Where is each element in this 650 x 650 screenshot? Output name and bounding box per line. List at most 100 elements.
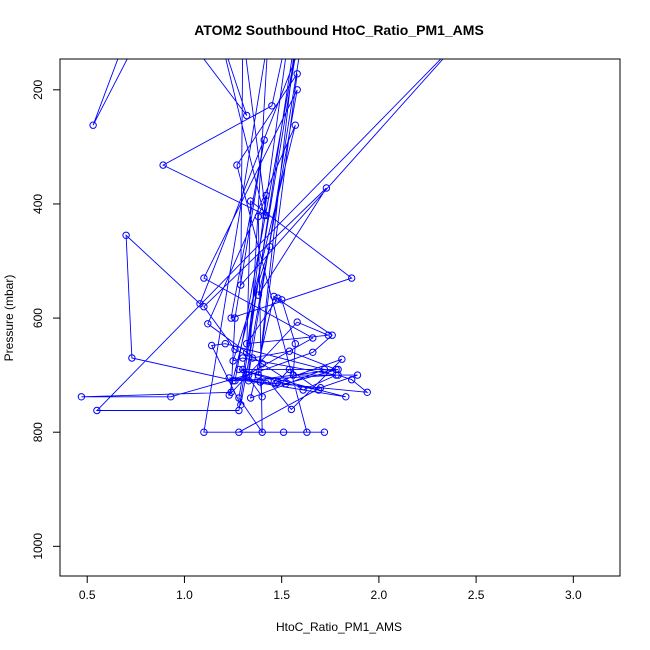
data-point	[254, 371, 262, 379]
data-point	[243, 340, 251, 348]
data-point	[291, 121, 299, 129]
data-point	[200, 428, 208, 436]
data-point	[338, 355, 346, 363]
data-point	[128, 354, 136, 362]
data-point	[262, 211, 270, 220]
data-point	[268, 102, 276, 110]
data-point	[200, 274, 208, 282]
data-point	[235, 394, 243, 402]
data-point	[167, 393, 175, 401]
data-point	[243, 348, 251, 356]
x-tick-label: 0.5	[79, 588, 96, 602]
data-point	[243, 111, 251, 120]
data-point	[208, 341, 216, 350]
data-layer	[77, 59, 444, 436]
data-point	[348, 274, 356, 282]
data-point	[324, 331, 332, 339]
x-tick-label: 1.0	[176, 588, 193, 602]
data-point	[227, 314, 235, 322]
data-point	[291, 340, 299, 348]
y-tick-label: 1000	[31, 533, 45, 560]
x-tick-label: 3.0	[565, 588, 582, 602]
data-point	[239, 354, 247, 362]
data-point	[122, 231, 130, 240]
data-point	[246, 394, 255, 402]
y-tick-label: 600	[31, 308, 45, 328]
data-point	[248, 354, 257, 362]
y-tick-label: 400	[31, 194, 45, 214]
data-point	[262, 191, 270, 200]
data-point	[246, 197, 255, 205]
data-point	[231, 345, 239, 354]
y-axis: 200 400 600 800 1000	[31, 79, 61, 560]
data-point	[244, 371, 253, 379]
data-point	[332, 371, 340, 379]
x-tick-label: 1.5	[273, 588, 290, 602]
data-point	[200, 303, 208, 311]
data-point	[258, 428, 266, 436]
data-point	[278, 296, 286, 304]
data-point	[342, 393, 350, 401]
data-point	[303, 428, 311, 436]
data-point	[239, 365, 247, 374]
data-point	[281, 380, 290, 388]
data-point	[89, 121, 97, 129]
data-point	[260, 136, 268, 144]
x-tick-label: 2.0	[371, 588, 388, 602]
data-point	[159, 161, 167, 169]
y-axis-label: Pressure (mbar)	[2, 275, 16, 362]
data-point	[314, 386, 323, 394]
data-point	[289, 371, 297, 379]
data-point	[77, 393, 86, 401]
data-point	[332, 365, 340, 374]
data-point	[266, 243, 274, 251]
x-axis: 0.5 1.0 1.5 2.0 2.5 3.0	[79, 575, 582, 602]
data-point	[274, 294, 282, 302]
data-point	[233, 161, 241, 169]
chart-title: ATOM2 Southbound HtoC_Ratio_PM1_AMS	[194, 22, 484, 38]
y-tick-label: 800	[31, 422, 45, 442]
data-point	[285, 347, 294, 355]
data-point	[270, 292, 278, 301]
data-point	[293, 318, 301, 326]
data-point	[231, 377, 239, 385]
y-tick-label: 200	[31, 79, 45, 99]
data-point	[229, 357, 237, 365]
data-point	[320, 365, 329, 374]
data-point	[274, 378, 282, 386]
data-point	[264, 377, 272, 385]
data-point	[322, 184, 331, 192]
data-point	[309, 334, 317, 342]
data-point	[293, 70, 301, 78]
data-point	[287, 405, 296, 414]
data-point	[258, 393, 266, 401]
data-point	[244, 377, 253, 385]
data-point	[279, 428, 288, 436]
data-point	[221, 340, 230, 348]
data-point	[348, 376, 356, 384]
data-point	[353, 371, 362, 379]
x-axis-label: HtoC_Ratio_PM1_AMS	[276, 620, 402, 634]
series-line	[81, 59, 444, 434]
data-point	[309, 348, 317, 356]
data-point	[363, 388, 371, 396]
data-point	[254, 212, 262, 221]
data-point	[235, 428, 243, 436]
data-point	[93, 406, 101, 415]
data-point	[254, 291, 262, 299]
data-point	[225, 391, 233, 399]
data-point	[258, 360, 266, 368]
x-tick-label: 2.5	[468, 588, 485, 602]
data-point	[225, 374, 233, 382]
data-point	[272, 380, 280, 388]
data-point	[256, 378, 264, 386]
data-point	[316, 384, 325, 392]
data-point	[328, 331, 336, 339]
data-point	[237, 281, 245, 289]
data-point	[320, 428, 329, 436]
data-point	[231, 314, 239, 322]
data-point	[299, 386, 307, 394]
data-point	[235, 365, 243, 374]
